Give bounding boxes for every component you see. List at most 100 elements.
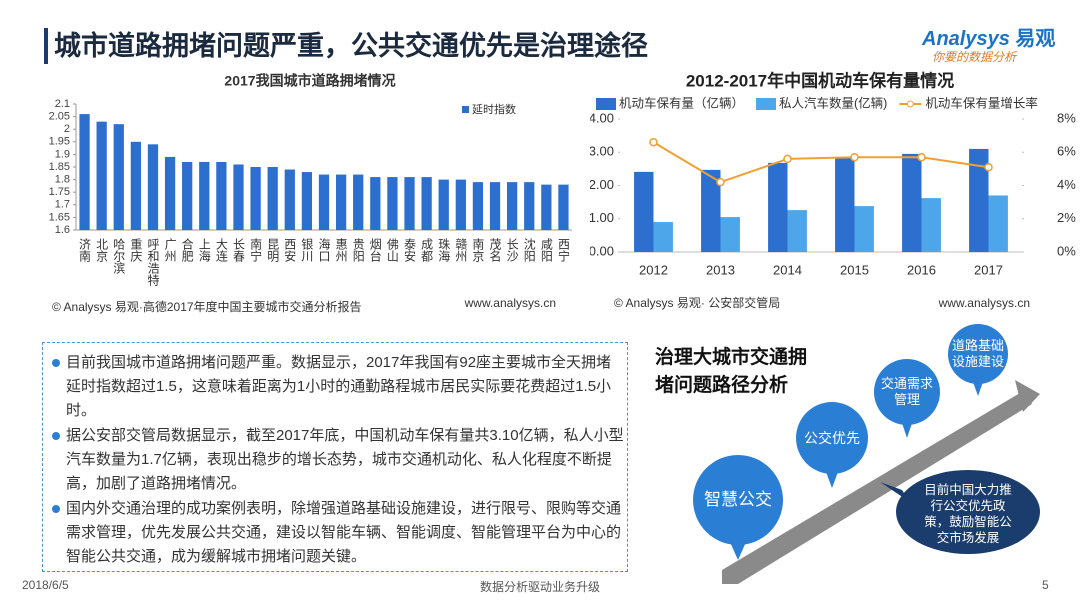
y2-tick-label: 4%: [1057, 177, 1076, 192]
x-tick-label: 2014: [773, 262, 802, 277]
x-tick-label: 广州: [163, 238, 177, 262]
y-tick-label: 1.85: [49, 161, 70, 173]
bar: [164, 156, 176, 230]
bar: [421, 177, 432, 230]
line-marker: [984, 162, 993, 172]
y-tick-label: 2.00: [590, 177, 614, 192]
x-tick-label: 烟台: [368, 238, 382, 262]
line-marker: [783, 154, 792, 164]
bar: [284, 169, 295, 230]
bar: [130, 141, 141, 230]
y-tick-label: 1.95: [49, 136, 70, 148]
note-tail: [880, 482, 910, 502]
chart-congestion: 2017我国城市道路拥堵情况 1.61.651.71.751.81.851.91.…: [49, 73, 572, 314]
y-tick-label: 1.7: [55, 199, 70, 211]
bar: [472, 182, 484, 230]
x-tick-label: 佛山: [385, 238, 399, 262]
x-tick-label: 2012: [639, 262, 668, 277]
x-tick-label: 南宁: [249, 237, 263, 262]
y-tick-label: 2: [64, 123, 70, 135]
bullet-dot: [52, 432, 60, 440]
logo-tagline: 你要的数据分析: [932, 50, 1017, 64]
legend-swatch: [756, 98, 777, 110]
bar: [335, 174, 347, 230]
line-marker: [917, 152, 926, 162]
bar: [387, 177, 398, 230]
bar: [79, 114, 90, 230]
y-tick-label: 1.65: [49, 211, 70, 223]
bullet-text: 目前我国城市道路拥堵问题严重。数据显示，2017年我国有92座主要城市全天拥堵延…: [66, 354, 612, 419]
logo-cn: 易观: [1015, 28, 1056, 50]
x-tick-label: 2016: [907, 262, 936, 277]
x-tick-label: 茂名: [488, 238, 502, 262]
bar: [250, 167, 261, 230]
x-tick-label: 昆明: [266, 238, 280, 263]
chart-title: 2012-2017年中国机动车保有量情况: [686, 70, 954, 90]
x-tick-label: 上海: [197, 238, 211, 262]
diagram-title: 治理大城市交通拥堵问题路径分析: [655, 347, 808, 396]
arrow-head: [1015, 380, 1040, 412]
bar: [233, 164, 244, 230]
x-tick-label: 南京: [471, 237, 485, 263]
logo: Analysys 易观: [922, 22, 1055, 51]
x-tick-label: 2017: [974, 262, 1003, 277]
y2-tick-label: 6%: [1057, 144, 1076, 159]
bar: [318, 174, 330, 230]
bar: [199, 161, 210, 230]
bar: [524, 182, 535, 230]
bullet-dot: [52, 359, 60, 367]
x-tick-label: 惠州: [334, 238, 348, 262]
bar: [147, 144, 159, 230]
y-tick-label: 2.1: [55, 98, 70, 110]
legend-label: 私人汽车数量(亿辆): [779, 95, 887, 110]
y2-tick-label: 8%: [1057, 110, 1076, 125]
bar: [558, 184, 569, 230]
legend-marker: [906, 100, 914, 108]
x-tick-label: 2013: [706, 262, 735, 277]
bubble-tail: [973, 382, 983, 396]
y-tick-label: 0.00: [590, 243, 614, 258]
bubble-label: 智慧公交: [704, 490, 772, 509]
x-tick-label: 沈阳: [522, 237, 536, 262]
bar: [507, 182, 518, 230]
x-tick-label: 2015: [840, 262, 869, 277]
bubble-label: 公交优先: [804, 430, 860, 446]
y-tick-label: 4.00: [590, 110, 614, 125]
bar: [438, 179, 449, 230]
x-tick-label: 成都: [420, 238, 434, 262]
bar: [902, 153, 922, 252]
bubble-tail: [902, 423, 912, 438]
legend-label: 机动车保有量（亿辆）: [619, 95, 744, 110]
x-tick-label: 珠海: [437, 238, 451, 262]
bar: [921, 198, 941, 252]
footer-slogan: 数据分析驱动业务升级: [479, 580, 600, 594]
bullet-text: 据公安部交管局数据显示，截至2017年底，中国机动车保有量共3.10亿辆，私人小…: [66, 427, 624, 492]
bar: [701, 169, 721, 252]
source: © Analysys 易观·高德2017年度中国主要城市交通分析报告: [52, 299, 362, 314]
line: [652, 141, 989, 184]
bar: [634, 171, 654, 252]
x-tick-label: 咸阳: [539, 238, 553, 262]
bullet-text: 国内外交通治理的成功案例表明，除增强道路基础设施建设，进行限号、限购等交通需求管…: [66, 500, 622, 565]
x-tick-label: 大连: [214, 238, 228, 263]
page-number: 5: [1042, 578, 1049, 592]
y-tick-label: 1.9: [55, 148, 70, 160]
line-marker: [649, 138, 658, 147]
bar: [455, 179, 466, 230]
text-box: [42, 342, 628, 572]
bubble: [948, 324, 1008, 384]
website: www.analysys.cn: [938, 296, 1030, 310]
diagram: [693, 324, 1040, 584]
bar: [541, 184, 552, 230]
y-tick-label: 1.8: [55, 174, 70, 186]
note-text: 目前中国大力推行公交优先政策，鼓励智能公交市场发展: [924, 483, 1012, 545]
bar: [653, 222, 673, 252]
footer-date: 2018/6/5: [22, 578, 69, 592]
bubble-tail: [826, 472, 838, 488]
bullet-dot: [52, 505, 60, 513]
bar: [96, 121, 107, 230]
bar: [370, 177, 381, 230]
bar: [216, 161, 227, 230]
bubble-tail: [730, 542, 746, 560]
website: www.analysys.cn: [464, 296, 556, 310]
